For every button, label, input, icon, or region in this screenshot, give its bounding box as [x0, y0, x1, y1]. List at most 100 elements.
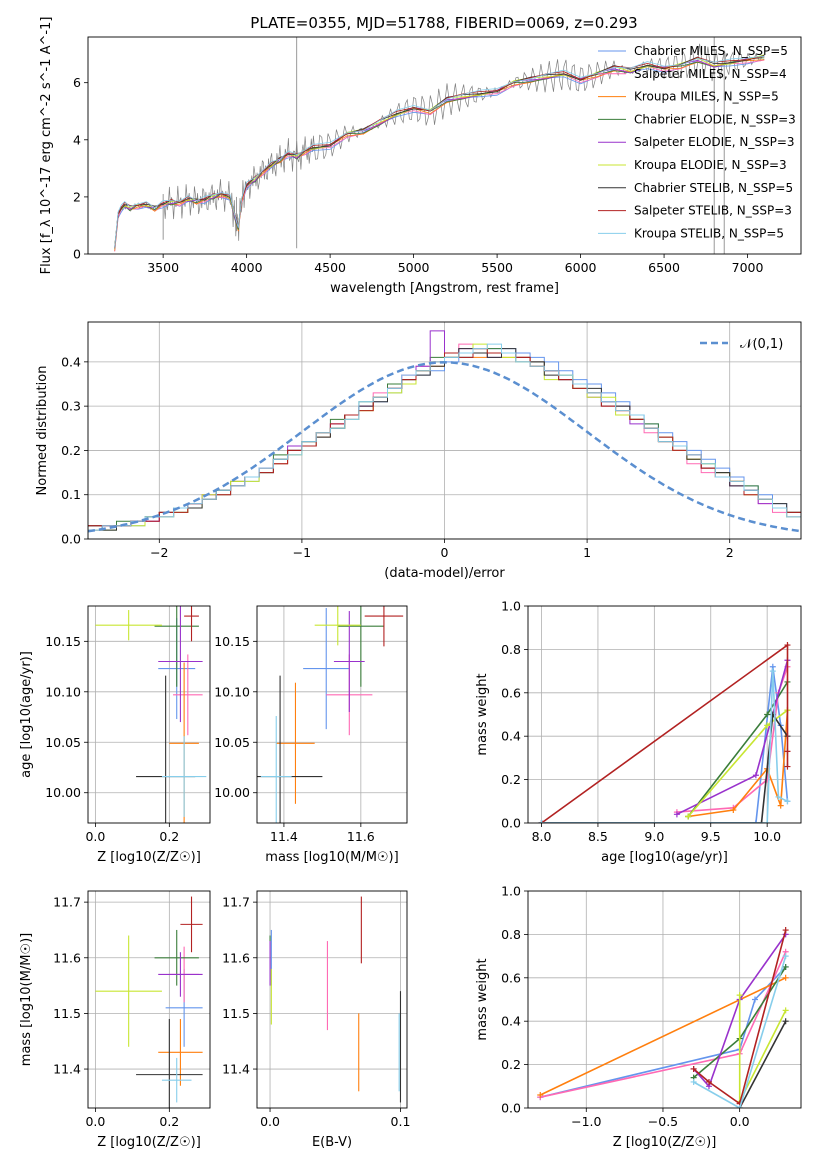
- y-tick-label: 4: [73, 132, 81, 147]
- plot-area: [88, 322, 801, 539]
- x-tick-label: 9.5: [701, 829, 721, 844]
- axes-frame: [527, 890, 802, 1109]
- model-line-4: [114, 55, 765, 247]
- x-tick-label: −0.5: [648, 1114, 678, 1129]
- weight-line-7: [541, 643, 789, 823]
- y-tick-label: 0.2: [501, 772, 521, 787]
- x-tick-label: 1: [583, 545, 591, 560]
- normal-reference-curve: [88, 361, 801, 533]
- weight-line-8: [541, 671, 788, 823]
- x-tick-label: 8.0: [532, 829, 552, 844]
- panel-residual_hist: −2 −1 0 1 2 0.0 0.1 0.2 0.3 0.4 (data-model)/error…: [35, 321, 802, 581]
- y-tick-label: 0.0: [501, 816, 521, 831]
- x-tick-label: 11.4: [270, 829, 298, 844]
- errorbar-1: [173, 654, 203, 736]
- x-tick-label: 6000: [565, 260, 597, 275]
- errorbar-3: [337, 606, 384, 687]
- weight-marker-7-1: [784, 642, 791, 649]
- weight-marker-8-2: [769, 668, 776, 675]
- y-tick-label: 11.4: [53, 1062, 81, 1077]
- axes-frame: [87, 36, 802, 255]
- y-axis-label: mass [log10(M/M☉)]: [19, 933, 34, 1066]
- axes-frame: [87, 321, 802, 540]
- plot-area: [88, 891, 210, 1108]
- weight-line-6: [738, 1020, 787, 1108]
- legend: 𝒩(0,1): [700, 337, 783, 352]
- x-axis-label: wavelength [Angstrom, rest frame]: [330, 281, 559, 296]
- y-tick-label: 10.00: [45, 785, 81, 800]
- histogram-series-8: [88, 343, 801, 539]
- y-tick-label: 11.7: [53, 895, 81, 910]
- panel-age_vs_mass: 11.4 11.6 10.00 10.05 10.10 10.15 mass [log10(…: [214, 605, 408, 865]
- errorbar-5: [314, 606, 361, 646]
- model-line-7: [114, 56, 765, 249]
- errorbar-5: [95, 610, 162, 641]
- y-tick-label: 11.5: [222, 1006, 250, 1021]
- x-tick-label: −2: [150, 545, 168, 560]
- y-tick-label: 11.4: [222, 1062, 250, 1077]
- weight-marker-8-1: [764, 820, 771, 823]
- x-tick-label: 5500: [481, 260, 513, 275]
- x-tick-label: 0.2: [159, 829, 179, 844]
- weight-marker-3-1: [764, 711, 771, 718]
- x-tick-label: 4500: [314, 260, 346, 275]
- y-axis-label: mass weight: [475, 958, 490, 1040]
- panel-spectrum: 3500 4000 4500 5000 5500 6000 6500 7000 0 2 4 6 wave…: [39, 17, 802, 296]
- x-tick-label: 2: [726, 545, 734, 560]
- weight-marker-7-3: [782, 927, 789, 934]
- legend-label: Salpeter ELODIE, N_SSP=3: [634, 135, 795, 149]
- weight-marker-4-0: [673, 811, 680, 818]
- axes-frame: [527, 605, 802, 824]
- x-axis-label: Z [log10(Z/Z☉)]: [97, 850, 201, 865]
- x-tick-label: 6500: [648, 260, 680, 275]
- y-tick-label: 11.5: [53, 1006, 81, 1021]
- errorbar-3: [154, 929, 199, 986]
- model-line-3: [114, 57, 765, 249]
- weight-marker-8-1: [736, 1105, 743, 1108]
- weight-marker-5-0: [736, 992, 743, 999]
- weight-line-6: [541, 712, 789, 823]
- weight-marker-8-2: [782, 953, 789, 960]
- y-tick-label: 10.15: [45, 634, 81, 649]
- y-tick-label: 10.00: [214, 785, 250, 800]
- weight-line-3: [687, 681, 789, 817]
- weight-marker-6-1: [782, 1018, 789, 1025]
- weight-marker-7-3: [784, 763, 791, 770]
- plot-area: [528, 891, 801, 1108]
- model-line-6: [114, 55, 765, 248]
- y-tick-label: 10.05: [214, 735, 250, 750]
- weight-marker-7-0: [690, 1065, 697, 1072]
- x-tick-label: 7000: [732, 260, 764, 275]
- panel-weight_vs_Z: −1.0 −0.5 0.0 0.0 0.2 0.4 0.6 0.8 1.0 Z [log10(Z/…: [475, 884, 802, 1150]
- x-axis-label: Z [log10(Z/Z☉)]: [97, 1135, 201, 1150]
- x-tick-label: 0.0: [730, 1114, 750, 1129]
- legend-label: Kroupa MILES, N_SSP=5: [634, 90, 779, 104]
- weight-line-2: [539, 977, 787, 1096]
- legend-label: Chabrier ELODIE, N_SSP=3: [634, 112, 796, 126]
- weight-marker-0-2: [751, 996, 758, 1003]
- weight-marker-0-1: [752, 820, 759, 823]
- y-tick-label: 0.4: [61, 354, 81, 369]
- errorbar-0: [303, 608, 350, 730]
- y-tick-label: 0.4: [501, 729, 521, 744]
- errorbar-2: [276, 682, 315, 804]
- x-tick-label: 8.5: [588, 829, 608, 844]
- errorbar-7: [184, 606, 199, 642]
- weight-marker-6-1: [758, 820, 765, 823]
- x-axis-label: E(B-V): [312, 1135, 352, 1150]
- x-tick-label: 3500: [147, 260, 179, 275]
- legend-label: 𝒩(0,1): [740, 337, 783, 352]
- legend-label: Kroupa STELIB, N_SSP=5: [634, 226, 784, 240]
- y-tick-label: 1.0: [501, 599, 521, 614]
- x-tick-label: 0.1: [391, 1114, 411, 1129]
- y-tick-label: 11.6: [53, 950, 81, 965]
- y-tick-label: 6: [73, 75, 81, 90]
- errorbar-7: [364, 606, 404, 647]
- x-tick-label: −1: [293, 545, 311, 560]
- errorbar-8: [161, 1057, 192, 1103]
- axes-frame: [87, 605, 211, 824]
- x-tick-label: 0.0: [260, 1114, 280, 1129]
- x-tick-label: 0.2: [159, 1114, 179, 1129]
- errorbar-2: [158, 1018, 203, 1086]
